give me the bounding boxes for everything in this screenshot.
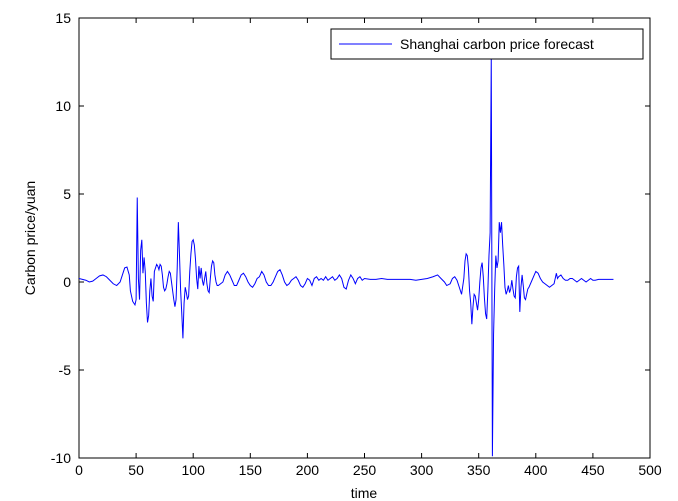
y-tick-label: 5 — [63, 186, 71, 202]
x-tick-label: 0 — [75, 462, 83, 478]
x-axis-title: time — [351, 485, 378, 501]
y-axis-ticks: -10 -5 0 5 10 15 — [51, 10, 650, 466]
x-tick-label: 450 — [581, 462, 605, 478]
y-tick-label: 15 — [55, 10, 71, 26]
x-tick-label: 300 — [410, 462, 434, 478]
legend-label: Shanghai carbon price forecast — [400, 36, 594, 52]
y-tick-label: 10 — [55, 98, 71, 114]
x-tick-label: 350 — [467, 462, 491, 478]
plot-area — [78, 17, 651, 459]
legend: Shanghai carbon price forecast — [330, 28, 644, 60]
x-tick-label: 100 — [182, 462, 206, 478]
y-tick-label: 0 — [63, 274, 71, 290]
x-tick-label: 200 — [296, 462, 320, 478]
x-tick-label: 250 — [353, 462, 377, 478]
y-tick-label: -5 — [59, 362, 72, 378]
x-axis-ticks: 0 50 100 150 200 250 300 350 400 450 500 — [75, 18, 662, 478]
x-tick-label: 500 — [638, 462, 662, 478]
x-tick-label: 150 — [239, 462, 263, 478]
x-tick-label: 50 — [128, 462, 144, 478]
x-tick-label: 400 — [524, 462, 548, 478]
y-axis-title: Carbon price/yuan — [22, 181, 38, 295]
y-tick-label: -10 — [51, 450, 71, 466]
series-line-shanghai — [79, 56, 614, 457]
